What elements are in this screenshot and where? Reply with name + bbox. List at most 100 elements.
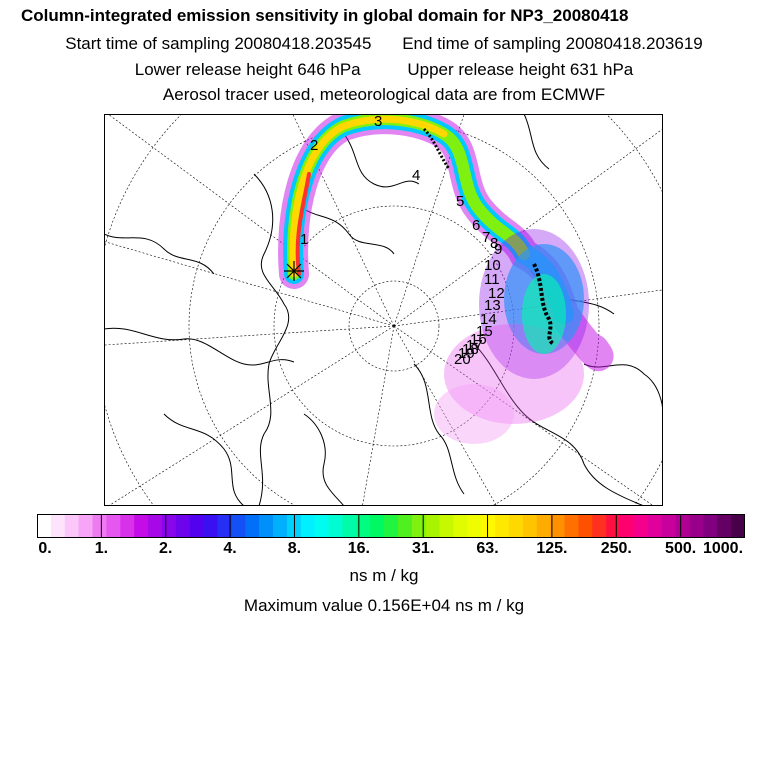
colorbar-cell [522, 514, 538, 538]
colorbar-cell [217, 514, 232, 538]
colorbar-cell [633, 514, 649, 538]
colorbar-cell [620, 514, 635, 538]
colorbar-cell [273, 514, 288, 538]
day-marker-label: 16 [470, 331, 487, 348]
colorbar-tick-label: 2. [159, 540, 173, 557]
colorbar-cell [259, 514, 274, 538]
colorbar-cell [689, 514, 704, 538]
colorbar-cell [675, 514, 691, 538]
colorbar-tick-label: 4. [223, 540, 237, 557]
colorbar-cell [148, 514, 163, 538]
colorbar-cell [439, 514, 455, 538]
plot-title: Column-integrated emission sensitivity i… [21, 6, 629, 25]
colorbar-tick-label: 125. [536, 540, 568, 557]
colorbar-cell [356, 514, 371, 538]
colorbar-cell [328, 514, 344, 538]
colorbar-cell [550, 514, 566, 538]
colorbar-cell [300, 514, 316, 538]
day-marker-label: 2 [310, 137, 318, 154]
colorbar-cell [64, 514, 80, 538]
colorbar-cell [50, 514, 66, 538]
colorbar-cells [37, 514, 745, 538]
colorbar-cell [495, 514, 510, 538]
day-marker-label: 3 [374, 114, 382, 130]
colorbar-cell [203, 514, 219, 538]
colorbar-cell [175, 514, 191, 538]
colorbar-cell [592, 514, 607, 538]
maximum-value-label: Maximum value 0.156E+04 ns m / kg [243, 596, 525, 615]
day-marker-label: 20 [454, 351, 471, 368]
colorbar-tick-label: 8. [287, 540, 302, 557]
release-height-line: Lower release height 646 hPa Upper relea… [0, 60, 768, 80]
colorbar-cell [92, 514, 108, 538]
colorbar-tick-label: 1. [94, 540, 109, 557]
colorbar-cell [231, 514, 246, 538]
colorbar-cell [453, 514, 468, 538]
start-time-label: Start time of sampling 20080418.203545 [65, 34, 372, 53]
colorbar-cell [703, 514, 718, 538]
colorbar-cell [384, 514, 399, 538]
colorbar-units-label: ns m / kg [349, 566, 419, 585]
day-marker-label: 10 [484, 257, 501, 274]
colorbar-cell [397, 514, 413, 538]
day-marker-label: 8 [490, 235, 498, 252]
emission-sensitivity-plume [278, 114, 614, 444]
colorbar [37, 514, 745, 538]
day-marker-label: 9 [494, 241, 502, 258]
map-frame [104, 114, 663, 506]
day-marker-label: 13 [484, 297, 501, 314]
release-site-cross [284, 261, 304, 281]
day-marker-label: 4 [412, 167, 420, 184]
colorbar-cell [370, 514, 385, 538]
colorbar-cell [37, 514, 52, 538]
colorbar-cell [134, 514, 149, 538]
colorbar-cell [509, 514, 524, 538]
colorbar-cell [425, 514, 441, 538]
day-marker-label: 15 [476, 323, 493, 340]
colorbar-cell [481, 514, 496, 538]
colorbar-tick-lines [100, 514, 682, 538]
colorbar-cell [647, 514, 663, 538]
sampling-time-line: Start time of sampling 20080418.203545 E… [0, 34, 768, 54]
colorbar-cell [245, 514, 260, 538]
day-marker-label: 17 [466, 337, 483, 354]
day-marker-label: 1 [300, 231, 308, 248]
colorbar-cell [717, 514, 732, 538]
day-marker-label: 6 [472, 217, 480, 234]
colorbar-cell [189, 514, 205, 538]
day-marker-label: 12 [488, 285, 505, 302]
colorbar-cell [161, 514, 177, 538]
colorbar-cell [731, 514, 745, 538]
colorbar-cell [120, 514, 135, 538]
day-marker-label: 18 [462, 341, 479, 358]
colorbar-cell [536, 514, 552, 538]
colorbar-tick-label: 31. [412, 540, 435, 557]
colorbar-cell [342, 514, 357, 538]
colorbar-tick-label: 0. [38, 540, 52, 557]
day-marker-label: 5 [456, 193, 464, 210]
colorbar-cell [78, 514, 94, 538]
colorbar-frame [37, 514, 745, 538]
colorbar-cell [661, 514, 677, 538]
coastlines [104, 114, 663, 506]
colorbar-cell [606, 514, 621, 538]
day-marker-label: 19 [458, 345, 475, 362]
lower-release-height-label: Lower release height 646 hPa [134, 60, 361, 79]
colorbar-cell [578, 514, 593, 538]
day-marker-label: 14 [480, 311, 497, 328]
colorbar-tick-label: 63. [476, 540, 499, 557]
colorbar-cell [411, 514, 427, 538]
upper-release-height-label: Upper release height 631 hPa [407, 60, 634, 79]
day-marker-label: 11 [484, 271, 500, 288]
colorbar-tick-label: 16. [347, 540, 370, 557]
colorbar-tick-label: 250. [600, 540, 632, 557]
colorbar-cell [564, 514, 580, 538]
colorbar-cell [314, 514, 330, 538]
colorbar-tick-label: 500. [665, 540, 697, 557]
colorbar-tick-label: 1000. [702, 540, 744, 557]
colorbar-cell [106, 514, 121, 538]
tracer-info-label: Aerosol tracer used, meteorological data… [162, 85, 606, 104]
colorbar-cell [467, 514, 482, 538]
